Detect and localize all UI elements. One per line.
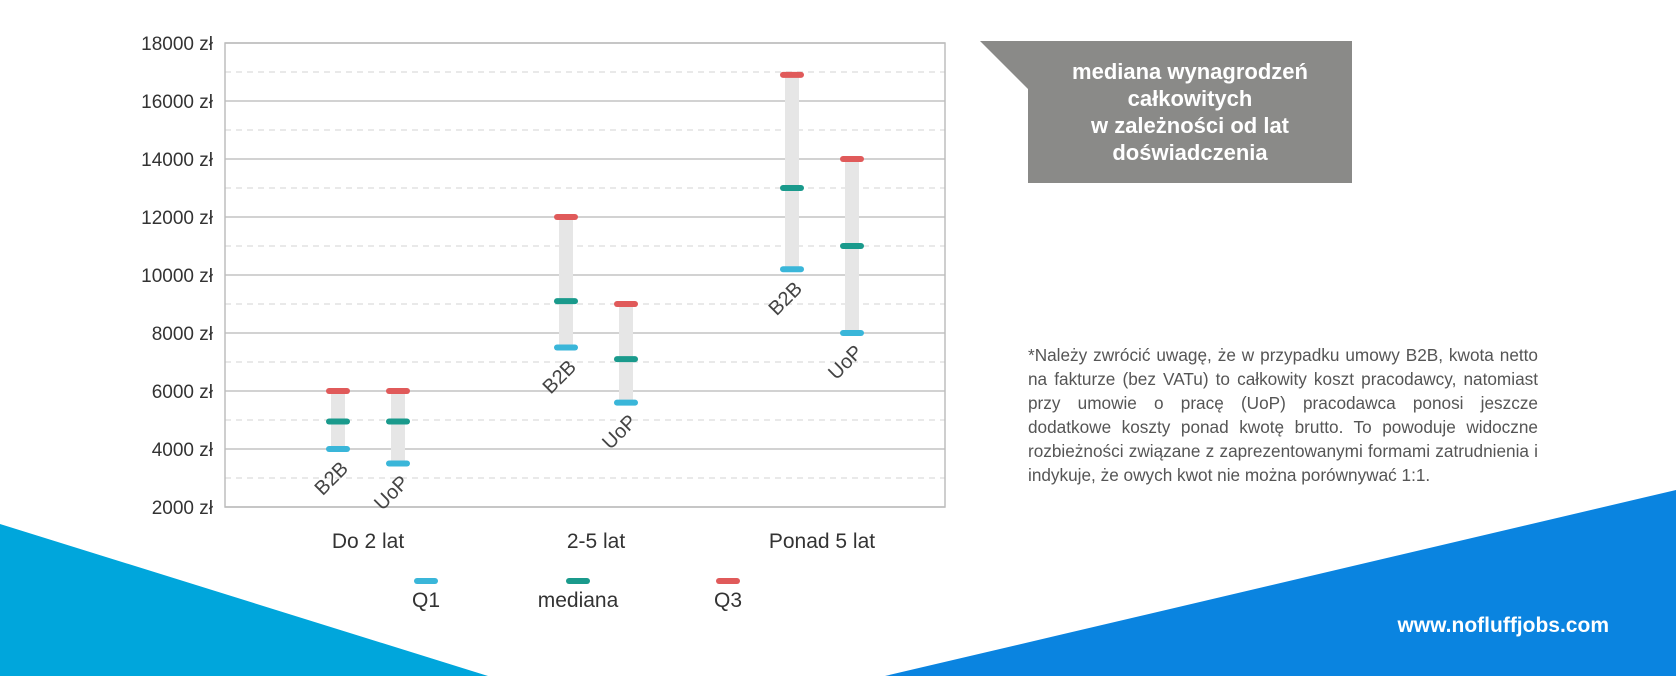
chart-title: mediana wynagrodzeń całkowitych w zależn… xyxy=(1072,59,1308,165)
legend-label: Q1 xyxy=(412,589,440,612)
y-tick-label: 12000 zł xyxy=(141,208,214,229)
salary-range-chart: 2000 zł 4000 zł 6000 zł 8000 zł 10000 zł 1200… xyxy=(141,34,946,612)
q1-marker xyxy=(386,460,410,467)
y-tick-label: 14000 zł xyxy=(141,150,214,171)
q3-marker xyxy=(386,388,410,394)
q1-marker xyxy=(326,446,350,452)
left-blue-band xyxy=(0,524,488,676)
median-marker xyxy=(840,243,864,249)
q1-marker xyxy=(840,330,864,336)
group-label: UoP xyxy=(598,411,641,454)
range-bar-ponad-5-lat-uop: UoP xyxy=(824,156,867,384)
title-tab-shape xyxy=(980,41,1030,91)
y-tick-label: 18000 zł xyxy=(141,34,214,55)
median-marker xyxy=(326,418,350,425)
q3-marker xyxy=(614,301,638,307)
q3-marker xyxy=(840,156,864,162)
q1-marker xyxy=(780,266,804,273)
x-category-label: 2-5 lat xyxy=(567,530,626,553)
group-label: B2B xyxy=(765,278,807,320)
y-tick-label: 6000 zł xyxy=(152,382,214,403)
y-tick-label: 8000 zł xyxy=(152,324,214,345)
footnote-text: *Należy zwrócić uwagę, że w przypadku um… xyxy=(1028,345,1538,485)
group-label: UoP xyxy=(824,341,867,384)
website-link[interactable]: www.nofluffjobs.com xyxy=(1397,614,1609,637)
median-marker xyxy=(614,356,638,363)
x-axis-categories: Do 2 lat 2-5 lat Ponad 5 lat xyxy=(332,530,875,553)
q3-marker xyxy=(326,388,350,394)
legend-label: mediana xyxy=(538,589,619,612)
legend-swatch xyxy=(716,578,740,584)
x-category-label: Do 2 lat xyxy=(332,530,405,553)
y-axis-ticks: 2000 zł 4000 zł 6000 zł 8000 zł 10000 zł 1200… xyxy=(141,34,214,519)
range-bar-do-2-lat-uop: UoP xyxy=(370,388,413,515)
q3-marker xyxy=(554,214,578,220)
range-bar-ponad-5-lat-b2b: B2B xyxy=(765,71,807,320)
plot-frame xyxy=(224,42,946,508)
y-tick-label: 16000 zł xyxy=(141,92,214,113)
range-bar-2-5-lat-b2b: B2B xyxy=(539,214,581,398)
iqr-range xyxy=(391,391,405,464)
legend-item-median: mediana xyxy=(538,578,619,612)
chart-title-box: mediana wynagrodzeń całkowitych w zależn… xyxy=(1028,41,1352,183)
right-blue-band xyxy=(885,490,1676,676)
range-bar-2-5-lat-uop: UoP xyxy=(598,301,641,454)
q1-marker xyxy=(554,344,578,351)
x-category-label: Ponad 5 lat xyxy=(769,530,875,553)
legend-item-q1: Q1 xyxy=(412,578,440,612)
range-bar-do-2-lat-b2b: B2B xyxy=(311,388,353,500)
iqr-range xyxy=(785,74,799,270)
iqr-range xyxy=(619,304,633,403)
y-tick-label: 2000 zł xyxy=(152,498,214,519)
legend: Q1 mediana Q3 xyxy=(412,578,742,612)
iqr-range xyxy=(559,217,573,348)
y-tick-label: 10000 zł xyxy=(141,266,214,287)
median-marker xyxy=(554,298,578,305)
median-marker xyxy=(386,418,410,425)
legend-swatch xyxy=(414,578,438,584)
y-tick-label: 4000 zł xyxy=(152,440,214,461)
group-label: B2B xyxy=(311,458,353,500)
q3-marker xyxy=(780,71,804,78)
q1-marker xyxy=(614,399,638,406)
legend-label: Q3 xyxy=(714,589,742,612)
median-marker xyxy=(780,185,804,191)
legend-swatch xyxy=(566,578,590,584)
legend-item-q3: Q3 xyxy=(714,578,742,612)
